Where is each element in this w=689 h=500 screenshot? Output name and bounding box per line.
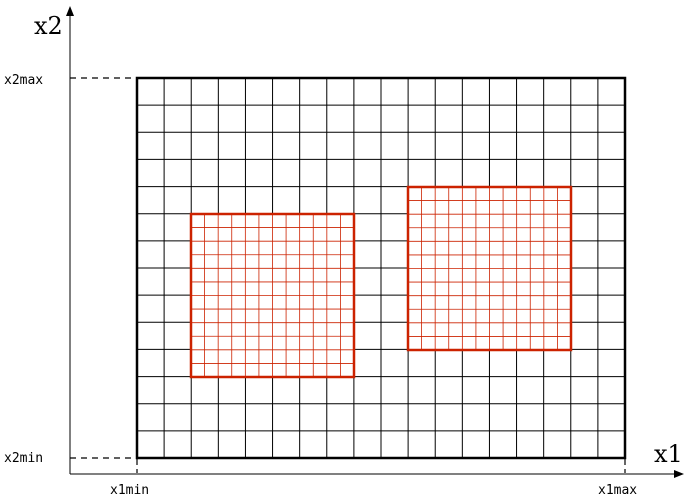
x1max-label: x1max: [598, 483, 637, 498]
left-refined-border: [189, 212, 356, 379]
right-refined-region: [406, 185, 573, 352]
x-axis-title: x1: [654, 440, 683, 468]
x1min-label: x1min: [110, 483, 149, 498]
right-fine-grid: [408, 187, 571, 350]
x-axis-arrowhead: [674, 470, 684, 478]
left-refined-region: [189, 212, 356, 379]
x2min-label: x2min: [4, 451, 43, 466]
axes: x2 x1 x2max x2min x1min x1max: [4, 6, 684, 498]
domain-border: [135, 76, 627, 460]
right-refined-border: [406, 185, 573, 352]
left-fine-grid: [191, 214, 354, 377]
y-axis-title: x2: [34, 12, 63, 40]
x2max-label: x2max: [4, 73, 43, 88]
y-axis-arrowhead: [66, 6, 74, 16]
